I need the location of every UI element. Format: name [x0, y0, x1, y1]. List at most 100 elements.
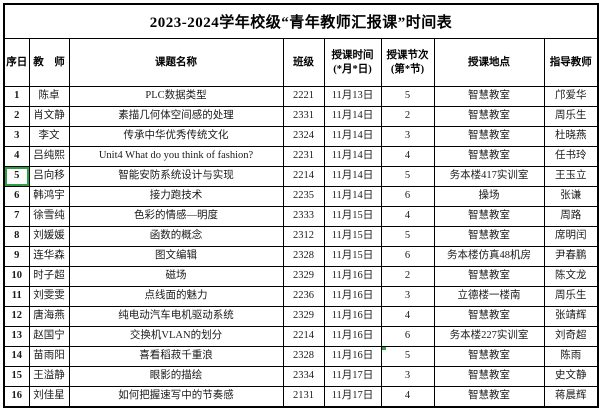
- topic-cell[interactable]: 交换机VLAN的划分: [68, 326, 284, 347]
- mentor-cell[interactable]: 席明闰: [543, 226, 599, 247]
- index-cell[interactable]: 12: [3, 306, 30, 327]
- topic-cell[interactable]: 眼影的描绘: [68, 366, 284, 387]
- index-cell[interactable]: 2: [3, 106, 30, 127]
- topic-cell[interactable]: 传承中华优秀传统文化: [68, 126, 284, 147]
- date-cell[interactable]: 11月17日: [323, 386, 382, 408]
- topic-cell[interactable]: 如何把握速写中的节奏感: [68, 386, 284, 408]
- date-cell[interactable]: 11月16日: [323, 306, 382, 327]
- teacher-cell[interactable]: 唐海燕: [28, 306, 70, 327]
- index-cell[interactable]: 14: [3, 346, 30, 367]
- period-cell[interactable]: 4: [380, 306, 435, 327]
- teacher-cell[interactable]: 王溢静: [28, 366, 70, 387]
- date-cell[interactable]: 11月14日: [323, 146, 382, 167]
- index-cell[interactable]: 3: [3, 126, 30, 147]
- teacher-cell[interactable]: 刘媛媛: [28, 226, 70, 247]
- mentor-cell[interactable]: 尹春鹏: [543, 246, 599, 267]
- mentor-cell[interactable]: 杜晓燕: [543, 126, 599, 147]
- location-cell[interactable]: 智慧教室: [433, 226, 545, 247]
- mentor-cell[interactable]: 陈文龙: [543, 266, 599, 287]
- location-cell[interactable]: 立德楼一楼南: [433, 286, 545, 307]
- topic-cell[interactable]: 图文编辑: [68, 246, 284, 267]
- index-cell[interactable]: 13: [3, 326, 30, 347]
- class-cell[interactable]: 2235: [282, 186, 325, 207]
- period-cell[interactable]: 5: [380, 86, 435, 107]
- date-cell[interactable]: 11月16日: [323, 326, 382, 347]
- class-cell[interactable]: 2331: [282, 106, 325, 127]
- period-cell[interactable]: 3: [380, 286, 435, 307]
- index-cell[interactable]: 8: [3, 226, 30, 247]
- mentor-cell[interactable]: 陈雨: [543, 346, 599, 367]
- topic-cell[interactable]: PLC数据类型: [68, 86, 284, 107]
- topic-cell[interactable]: 智能安防系统设计与实现: [68, 166, 284, 187]
- date-cell[interactable]: 11月14日: [323, 106, 382, 127]
- topic-cell[interactable]: 函数的概念: [68, 226, 284, 247]
- topic-cell[interactable]: 点线面的魅力: [68, 286, 284, 307]
- index-cell[interactable]: 7: [3, 206, 30, 227]
- mentor-cell[interactable]: 张谦: [543, 186, 599, 207]
- period-cell[interactable]: 3: [380, 126, 435, 147]
- class-cell[interactable]: 2328: [282, 246, 325, 267]
- date-cell[interactable]: 11月16日: [323, 286, 382, 307]
- location-cell[interactable]: 务本楼227实训室: [433, 326, 545, 347]
- index-cell[interactable]: 16: [3, 386, 30, 408]
- teacher-cell[interactable]: 李文: [28, 126, 70, 147]
- period-cell[interactable]: 4: [380, 206, 435, 227]
- date-cell[interactable]: 11月15日: [323, 206, 382, 227]
- date-cell[interactable]: 11月17日: [323, 366, 382, 387]
- mentor-cell[interactable]: 蒋晨辉: [543, 386, 599, 408]
- index-cell[interactable]: 4: [3, 146, 30, 167]
- period-cell[interactable]: 6: [380, 246, 435, 267]
- mentor-cell[interactable]: 周乐生: [543, 106, 599, 127]
- location-cell[interactable]: 智慧教室: [433, 146, 545, 167]
- mentor-cell[interactable]: 刘奇超: [543, 326, 599, 347]
- index-cell[interactable]: 10: [3, 266, 30, 287]
- date-cell[interactable]: 11月15日: [323, 246, 382, 267]
- period-cell[interactable]: 5: [380, 226, 435, 247]
- mentor-cell[interactable]: 任书玲: [543, 146, 599, 167]
- index-cell[interactable]: 1: [3, 86, 30, 107]
- date-cell[interactable]: 11月16日: [323, 346, 382, 367]
- teacher-cell[interactable]: 肖文静: [28, 106, 70, 127]
- index-cell[interactable]: 9: [3, 246, 30, 267]
- date-cell[interactable]: 11月14日: [323, 166, 382, 187]
- mentor-cell[interactable]: 邝爱华: [543, 86, 599, 107]
- index-cell[interactable]: 15: [3, 366, 30, 387]
- teacher-cell[interactable]: 吕向移: [28, 166, 70, 187]
- period-cell[interactable]: 6: [380, 326, 435, 347]
- location-cell[interactable]: 智慧教室: [433, 126, 545, 147]
- mentor-cell[interactable]: 王玉立: [543, 166, 599, 187]
- teacher-cell[interactable]: 刘雯雯: [28, 286, 70, 307]
- topic-cell[interactable]: 接力跑技术: [68, 186, 284, 207]
- date-cell[interactable]: 11月15日: [323, 226, 382, 247]
- period-cell[interactable]: 6: [380, 186, 435, 207]
- date-cell[interactable]: 11月14日: [323, 126, 382, 147]
- index-cell[interactable]: 11: [3, 286, 30, 307]
- location-cell[interactable]: 智慧教室: [433, 346, 545, 367]
- date-cell[interactable]: 11月13日: [323, 86, 382, 107]
- period-cell[interactable]: 4: [380, 386, 435, 408]
- teacher-cell[interactable]: 赵国宁: [28, 326, 70, 347]
- period-cell[interactable]: 2: [380, 266, 435, 287]
- topic-cell[interactable]: 纯电动汽车电机驱动系统: [68, 306, 284, 327]
- teacher-cell[interactable]: 韩鸿宇: [28, 186, 70, 207]
- location-cell[interactable]: 智慧教室: [433, 266, 545, 287]
- teacher-cell[interactable]: 刘佳星: [28, 386, 70, 408]
- class-cell[interactable]: 2131: [282, 386, 325, 408]
- class-cell[interactable]: 2324: [282, 126, 325, 147]
- mentor-cell[interactable]: 周乐生: [543, 286, 599, 307]
- teacher-cell[interactable]: 时子超: [28, 266, 70, 287]
- class-cell[interactable]: 2312: [282, 226, 325, 247]
- mentor-cell[interactable]: 张靖辉: [543, 306, 599, 327]
- topic-cell[interactable]: 磁场: [68, 266, 284, 287]
- class-cell[interactable]: 2328: [282, 346, 325, 367]
- location-cell[interactable]: 务本楼仿真48机房: [433, 246, 545, 267]
- teacher-cell[interactable]: 苗雨阳: [28, 346, 70, 367]
- location-cell[interactable]: 智慧教室: [433, 366, 545, 387]
- class-cell[interactable]: 2329: [282, 306, 325, 327]
- class-cell[interactable]: 2333: [282, 206, 325, 227]
- period-cell[interactable]: 5: [380, 166, 435, 187]
- date-cell[interactable]: 11月16日: [323, 266, 382, 287]
- class-cell[interactable]: 2329: [282, 266, 325, 287]
- topic-cell[interactable]: 素描几何体空间感的处理: [68, 106, 284, 127]
- class-cell[interactable]: 2231: [282, 146, 325, 167]
